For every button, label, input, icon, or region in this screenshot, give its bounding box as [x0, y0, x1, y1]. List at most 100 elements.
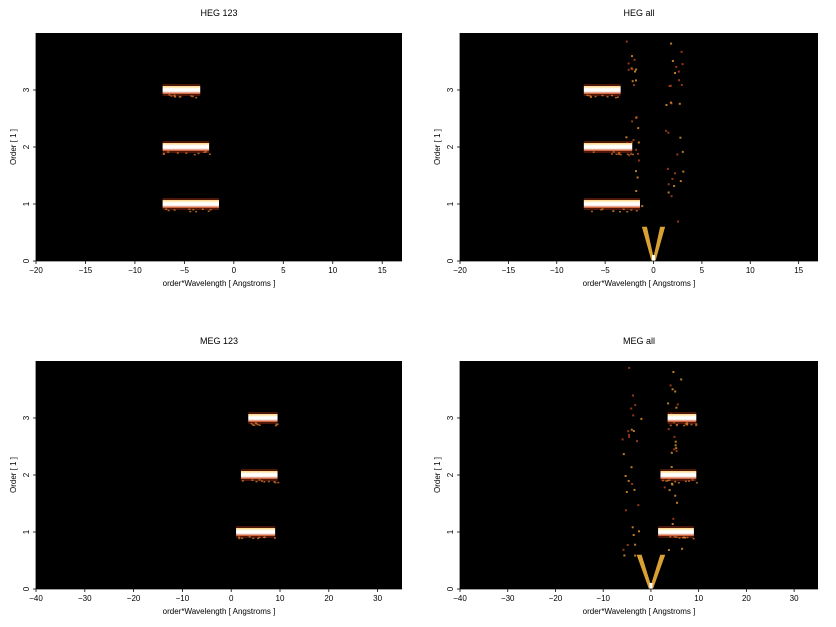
y-tick-label: 1	[22, 201, 31, 206]
band-noise-pixel	[600, 209, 603, 211]
scatter-pixel	[636, 440, 638, 443]
band-noise-pixel	[193, 153, 196, 156]
scatter-pixel	[676, 153, 679, 156]
scatter-pixel	[667, 549, 670, 551]
x-axis-label: order*Wavelength [ Angstroms ]	[163, 607, 276, 616]
x-tick-label: 30	[790, 594, 799, 603]
scatter-pixel	[674, 172, 676, 175]
y-tick-label: 0	[22, 258, 31, 263]
chart-panel: MEG all −40 −30 −20 −10 0 10 20 30 0 1 2 3 order*Wave…	[433, 336, 818, 616]
scatter-pixel	[625, 40, 628, 43]
scatter-pixel	[635, 79, 637, 82]
scatter-pixel	[673, 448, 676, 451]
scatter-pixel	[634, 404, 637, 407]
x-tick-label: 10	[328, 266, 337, 275]
scatter-pixel	[669, 384, 672, 387]
scatter-pixel	[677, 70, 680, 73]
scatter-pixel	[635, 68, 638, 71]
band-noise-pixel	[185, 152, 188, 154]
scatter-pixel	[667, 402, 670, 405]
band-noise-pixel	[207, 210, 210, 212]
band-noise-pixel	[165, 208, 168, 210]
order-band	[162, 143, 210, 151]
band-noise-pixel	[252, 537, 255, 540]
scatter-pixel	[628, 435, 631, 438]
scatter-pixel	[672, 517, 675, 520]
x-tick-label: −15	[502, 266, 516, 275]
scatter-pixel	[673, 185, 676, 187]
scatter-pixel	[631, 68, 634, 71]
y-tick-label: 3	[446, 415, 455, 420]
y-tick-label: 2	[446, 472, 455, 477]
x-tick-label: 0	[651, 266, 656, 275]
x-tick-label: −10	[176, 594, 190, 603]
scatter-pixel	[674, 72, 676, 74]
scatter-pixel	[671, 177, 674, 180]
scatter-pixel	[676, 501, 678, 504]
band-noise-pixel	[626, 153, 629, 155]
scatter-pixel	[627, 430, 630, 433]
band-noise-pixel	[189, 210, 192, 213]
band-noise-pixel	[682, 536, 685, 539]
scatter-pixel	[632, 534, 635, 536]
y-tick-label: 1	[446, 201, 455, 206]
scatter-pixel	[630, 407, 633, 410]
chart-title: MEG all	[623, 336, 655, 346]
x-tick-label: −20	[127, 594, 141, 603]
scatter-pixel	[679, 136, 682, 139]
x-axis-label: order*Wavelength [ Angstroms ]	[583, 279, 696, 288]
plot-area	[36, 33, 402, 261]
band-noise-pixel	[683, 424, 686, 427]
band-noise-pixel	[669, 536, 672, 538]
chart-panel: HEG all −20 −15 −10 −5 0 5 10 15 0 1 2 3 order*Wavele…	[433, 8, 818, 288]
scatter-pixel	[631, 483, 634, 485]
band-noise-pixel	[191, 95, 194, 98]
band-noise-pixel	[162, 153, 165, 155]
band-noise-pixel	[668, 479, 671, 481]
band-noise-pixel	[684, 480, 687, 483]
x-tick-label: 10	[746, 266, 755, 275]
y-tick-label: 3	[22, 87, 31, 92]
band-noise-pixel	[635, 210, 638, 212]
scatter-pixel	[668, 85, 671, 87]
scatter-pixel	[679, 180, 682, 183]
scatter-pixel	[681, 63, 684, 66]
scatter-pixel	[668, 489, 671, 492]
x-tick-label: 0	[232, 266, 237, 275]
band-noise-pixel	[615, 96, 617, 99]
band-noise-pixel	[592, 151, 595, 153]
band-noise-pixel	[209, 208, 212, 211]
scatter-pixel	[682, 170, 685, 173]
scatter-pixel	[628, 433, 630, 436]
x-axis-label: order*Wavelength [ Angstroms ]	[163, 279, 276, 288]
scatter-pixel	[680, 378, 683, 381]
scatter-pixel	[624, 475, 627, 477]
band-noise-pixel	[167, 151, 170, 153]
band-noise-pixel	[170, 95, 173, 97]
scatter-pixel	[666, 167, 669, 170]
x-tick-label: 30	[373, 594, 382, 603]
scatter-pixel	[675, 65, 678, 68]
x-tick-label: 0	[649, 594, 654, 603]
chart-panel: MEG 123 −40 −30 −20 −10 0 10 20 30 0 1 2 3 order*Wave…	[9, 336, 402, 616]
scatter-pixel	[680, 50, 683, 53]
zero-order-emission	[650, 554, 666, 589]
scatter-pixel	[671, 388, 674, 391]
scatter-pixel	[637, 504, 640, 507]
band-noise-pixel	[176, 152, 179, 154]
scatter-pixel	[674, 440, 677, 443]
band-noise-pixel	[630, 153, 633, 155]
chart-panel: HEG 123 −20 −15 −10 −5 0 5 10 15 0 1 2 3 order*Wavele…	[9, 8, 402, 288]
plot-area	[460, 33, 818, 261]
scatter-pixel	[627, 479, 630, 482]
band-noise-pixel	[618, 152, 621, 154]
x-tick-label: 0	[229, 594, 234, 603]
scatter-pixel	[663, 486, 666, 489]
band-noise-pixel	[267, 480, 270, 483]
x-tick-label: −5	[601, 266, 611, 275]
scatter-pixel	[623, 554, 626, 557]
x-tick-label: −20	[549, 594, 563, 603]
band-noise-pixel	[617, 153, 620, 155]
band-noise-pixel	[662, 479, 665, 482]
band-noise-pixel	[256, 423, 259, 426]
